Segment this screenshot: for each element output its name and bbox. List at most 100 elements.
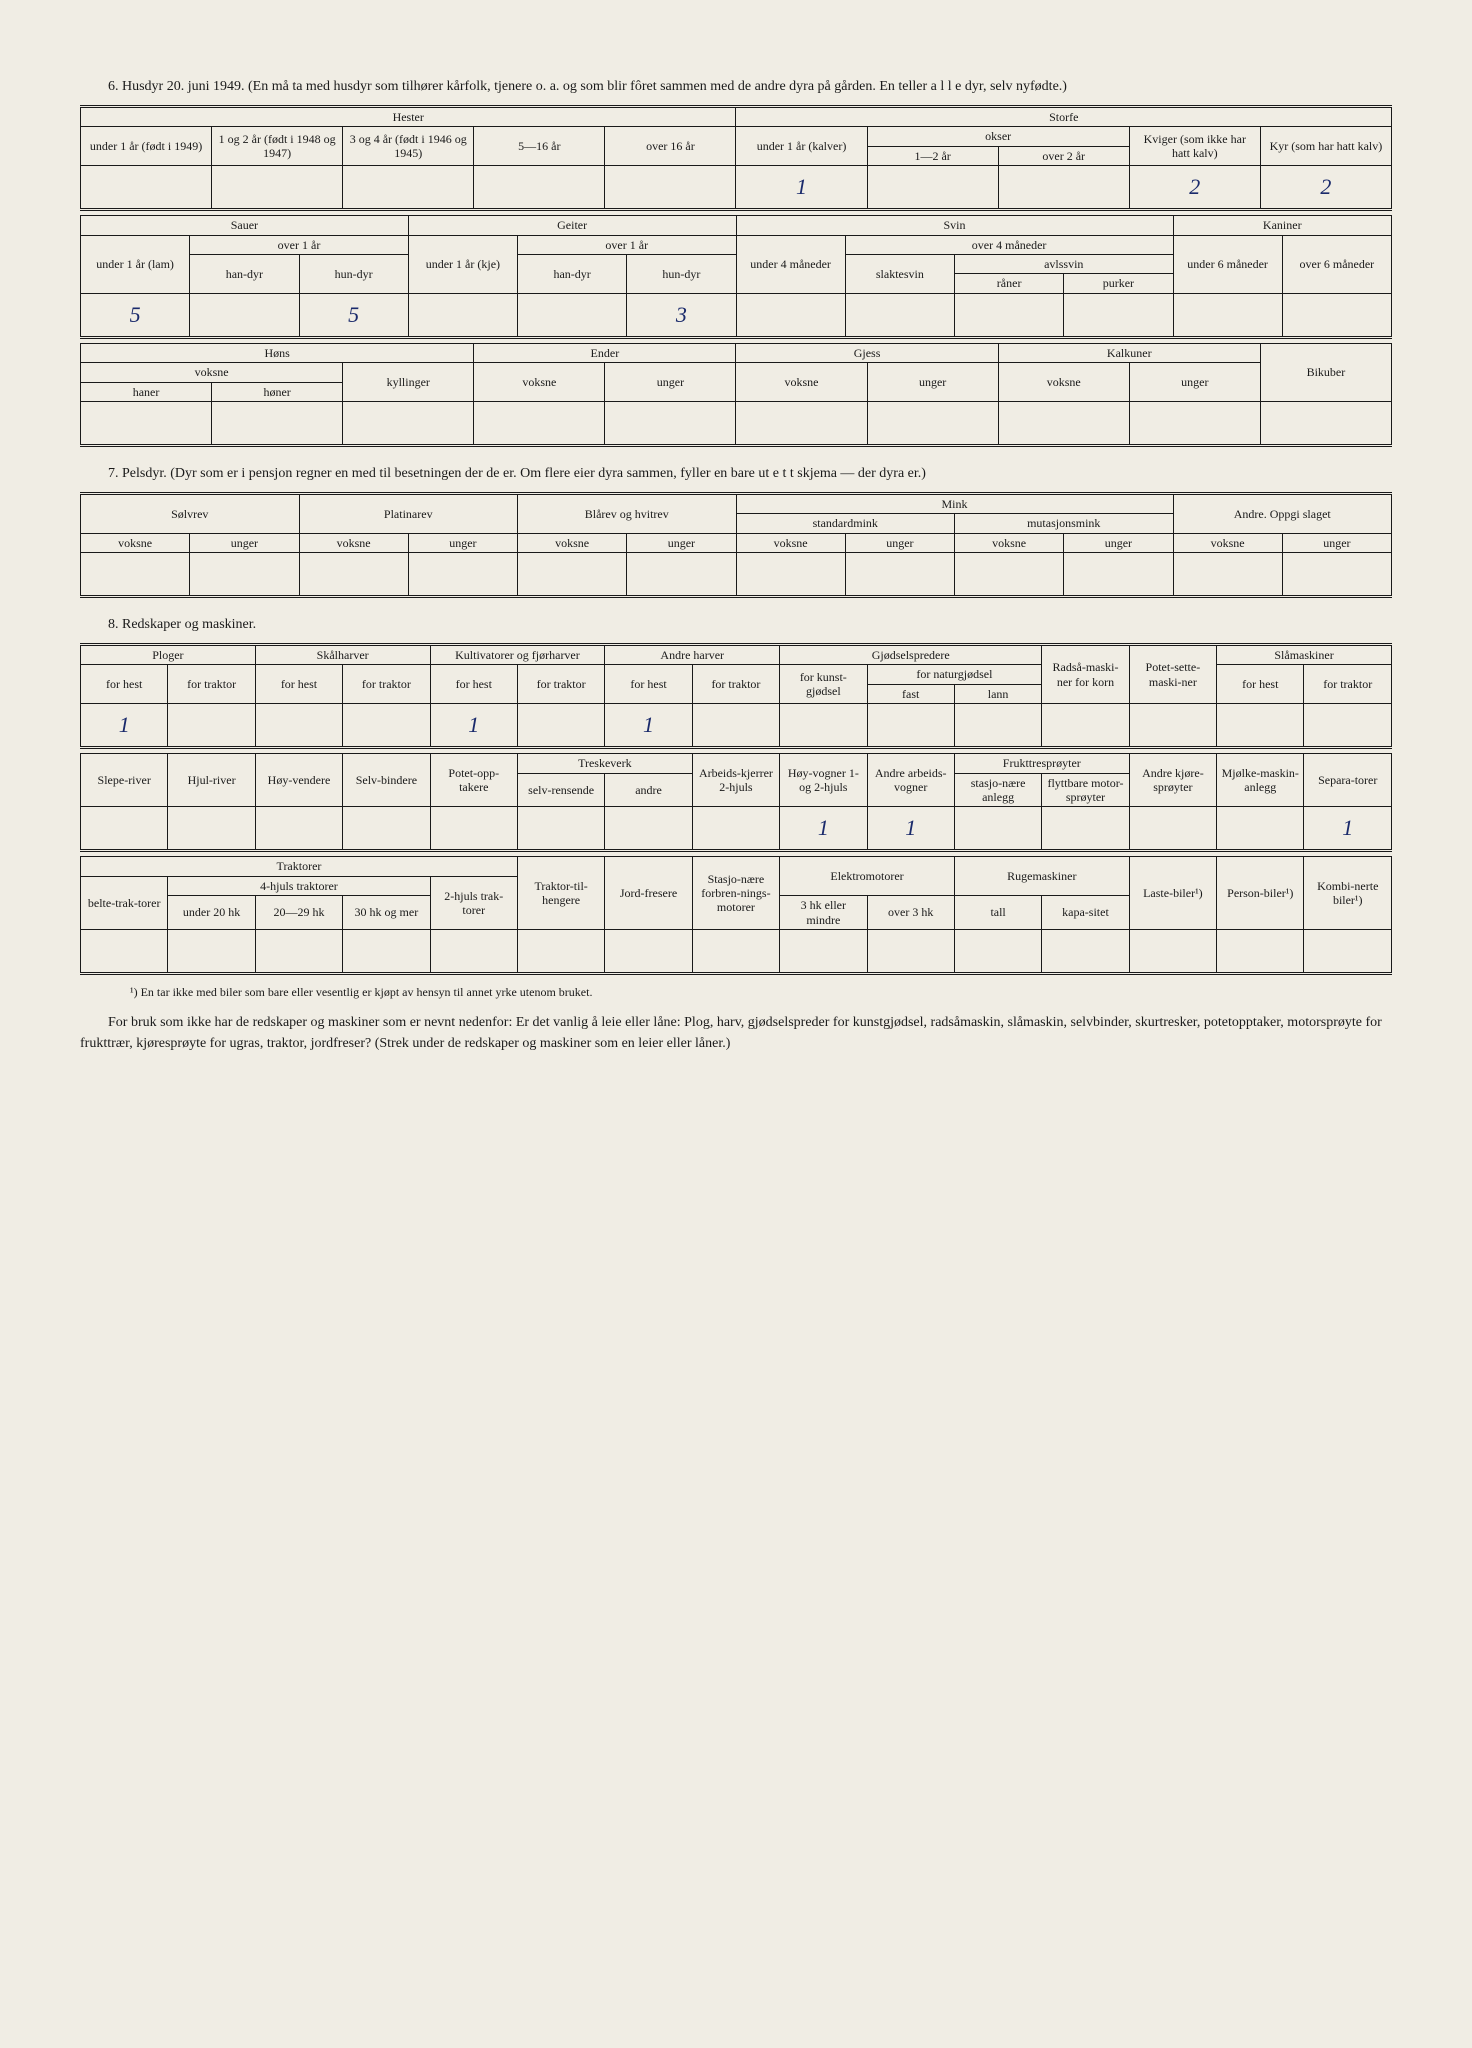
val-hs-2 — [343, 166, 474, 210]
vr1-7 — [692, 704, 779, 748]
g-plog: Ploger — [81, 645, 256, 665]
r2-12: Andre kjøre-sprøyter — [1129, 754, 1216, 807]
val-ho-2 — [343, 401, 474, 445]
vr1-13 — [1217, 704, 1304, 748]
r3-12: Laste-biler¹) — [1129, 857, 1216, 930]
vr3-5 — [517, 929, 604, 973]
val-ho-5 — [736, 401, 867, 445]
col-slakt: slaktesvin — [845, 254, 954, 293]
r1-2: for hest — [255, 665, 342, 704]
col-sau-o1: over 1 år — [190, 235, 409, 254]
val-sg-7 — [845, 293, 954, 337]
col-bikuber: Bikuber — [1260, 343, 1391, 401]
col-honer: høner — [212, 382, 343, 401]
r1-6: for hest — [605, 665, 692, 704]
val-ho-0 — [81, 401, 212, 445]
val-p-9 — [1064, 553, 1173, 597]
c-p-0: voksne — [81, 533, 190, 552]
vr3-13 — [1217, 929, 1304, 973]
vr2-9: 1 — [867, 807, 954, 851]
col-avls: avlssvin — [955, 254, 1174, 273]
r3-6: Jord-fresere — [605, 857, 692, 930]
val-hs-0 — [81, 166, 212, 210]
table-pelsdyr: Sølvrev Platinarev Blårev og hvitrev Min… — [80, 492, 1392, 598]
vr3-7 — [692, 929, 779, 973]
col-hest-2: 3 og 4 år (født i 1946 og 1945) — [343, 127, 474, 166]
vr1-2 — [255, 704, 342, 748]
vr2-2 — [255, 807, 342, 851]
val-hs-8: 2 — [1129, 166, 1260, 210]
val-p-2 — [299, 553, 408, 597]
r1-lann: lann — [954, 684, 1041, 703]
c-p-2: voksne — [299, 533, 408, 552]
section6-heading: 6. Husdyr 20. juni 1949. (En må ta med h… — [80, 76, 1392, 97]
r3-elektro: Elektromotorer — [780, 857, 955, 896]
val-hs-5: 1 — [736, 166, 867, 210]
r3-2w: 2-hjuls trak-torer — [430, 876, 517, 929]
val-sg-8 — [955, 293, 1064, 337]
vr1-3 — [343, 704, 430, 748]
r1-0: for hest — [81, 665, 168, 704]
c-p-1: unger — [190, 533, 299, 552]
vr1-11 — [1042, 704, 1129, 748]
col-gje-u: unger — [867, 363, 998, 402]
vr1-9 — [867, 704, 954, 748]
col-sau-u1: under 1 år (lam) — [81, 235, 190, 293]
group-svin: Svin — [736, 216, 1173, 235]
g-gjod: Gjødselspredere — [780, 645, 1042, 665]
group-sauer: Sauer — [81, 216, 409, 235]
val-sg-11 — [1282, 293, 1391, 337]
r3-r1: kapa-sitet — [1042, 896, 1129, 930]
vr3-6 — [605, 929, 692, 973]
r2-9: Andre arbeids-vogner — [867, 754, 954, 807]
vr1-4: 1 — [430, 704, 517, 748]
col-hest-3: 5—16 år — [474, 127, 605, 166]
col-kyllinger: kyllinger — [343, 363, 474, 402]
vr2-14: 1 — [1304, 807, 1392, 851]
val-ho-6 — [867, 401, 998, 445]
col-hest-1: 1 og 2 år (født i 1948 og 1947) — [212, 127, 343, 166]
col-okser-0: 1—2 år — [867, 146, 998, 165]
group-ender: Ender — [474, 343, 736, 362]
val-hs-1 — [212, 166, 343, 210]
group-hester: Hester — [81, 107, 736, 127]
r1-13: for hest — [1217, 665, 1304, 704]
c-p-9: unger — [1064, 533, 1173, 552]
r2-14: Separa-torer — [1304, 754, 1392, 807]
vr3-14 — [1304, 929, 1392, 973]
col-hest-4: over 16 år — [605, 127, 736, 166]
col-geit-u1: under 1 år (kje) — [408, 235, 517, 293]
r2-4: Potet-opp-takere — [430, 754, 517, 807]
vr1-0: 1 — [81, 704, 168, 748]
val-p-8 — [955, 553, 1064, 597]
vr1-8 — [780, 704, 867, 748]
r3-7: Stasjo-nære forbren-nings-motorer — [692, 857, 779, 930]
col-okser: okser — [867, 127, 1129, 146]
col-geit-han: han-dyr — [518, 254, 627, 293]
val-sg-1 — [190, 293, 299, 337]
val-ho-7 — [998, 401, 1129, 445]
col-hons-voksne: voksne — [81, 363, 343, 382]
c-p-7: unger — [845, 533, 954, 552]
group-platina: Platinarev — [299, 493, 518, 533]
c-p-11: unger — [1282, 533, 1391, 552]
val-ho-3 — [474, 401, 605, 445]
r2-t1: andre — [605, 773, 692, 807]
col-sau-hun: hun-dyr — [299, 254, 408, 293]
vr2-5 — [517, 807, 604, 851]
group-hons: Høns — [81, 343, 474, 362]
r1-4: for hest — [430, 665, 517, 704]
vr2-8: 1 — [780, 807, 867, 851]
val-p-7 — [845, 553, 954, 597]
vr3-8 — [780, 929, 867, 973]
table-redskap-2: Slepe-river Hjul-river Høy-vendere Selv-… — [80, 753, 1392, 852]
group-solvrev: Sølvrev — [81, 493, 300, 533]
r2-treske: Treskeverk — [517, 754, 692, 773]
vr3-1 — [168, 929, 255, 973]
r3-14: Kombi-nerte biler¹) — [1304, 857, 1392, 930]
c-p-8: voksne — [955, 533, 1064, 552]
vr2-0 — [81, 807, 168, 851]
r1-natur: for naturgjødsel — [867, 665, 1042, 684]
g-andre: Andre harver — [605, 645, 780, 665]
footnote: ¹) En tar ikke med biler som bare eller … — [80, 985, 1392, 1000]
